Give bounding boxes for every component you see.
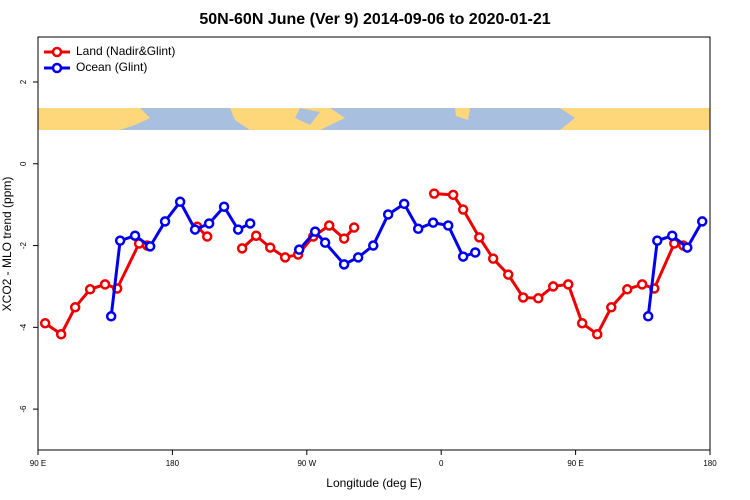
- point: [682, 242, 693, 253]
- point: [69, 302, 81, 313]
- point: [666, 230, 678, 241]
- y-tick-label: 2: [19, 79, 28, 84]
- point: [428, 188, 440, 199]
- point: [696, 216, 708, 227]
- point: [576, 317, 588, 329]
- series-line: [109, 199, 704, 317]
- point: [309, 226, 321, 237]
- point: [250, 230, 262, 241]
- point: [622, 284, 633, 295]
- plot-frame: [37, 36, 711, 451]
- point: [174, 196, 186, 208]
- map-band: [38, 108, 710, 130]
- x-tick-label: 180: [703, 459, 717, 468]
- point: [469, 247, 481, 258]
- point: [457, 251, 469, 262]
- point: [99, 279, 111, 290]
- point: [447, 189, 459, 201]
- point: [338, 259, 350, 270]
- point: [636, 279, 648, 290]
- point: [55, 329, 67, 340]
- point: [236, 243, 248, 254]
- point: [279, 252, 291, 263]
- point: [319, 237, 331, 248]
- x-tick-label: 90 W: [297, 459, 316, 468]
- point: [592, 329, 603, 340]
- x-tick-label: 180: [166, 459, 180, 468]
- y-tick-label: -4: [19, 323, 28, 331]
- point: [398, 198, 410, 210]
- x-tick-label: 90 E: [567, 459, 583, 468]
- point: [487, 253, 499, 264]
- point: [338, 233, 350, 244]
- point: [533, 293, 544, 304]
- point: [159, 216, 171, 227]
- series-line: [44, 192, 684, 337]
- point: [105, 311, 117, 322]
- point: [412, 223, 424, 235]
- chart-title: 50N-60N June (Ver 9) 2014-09-06 to 2020-…: [199, 11, 550, 28]
- point: [606, 302, 617, 313]
- y-axis-label: XCO2 - MLO trend (ppm): [0, 177, 14, 312]
- point: [442, 220, 454, 231]
- point: [563, 279, 574, 290]
- x-tick-label: 90 E: [30, 459, 46, 468]
- point: [84, 284, 96, 295]
- legend-marker: [51, 62, 63, 74]
- point: [457, 204, 469, 215]
- x-axis-label: Longitude (deg E): [326, 476, 421, 490]
- point: [203, 218, 215, 229]
- point: [474, 232, 485, 243]
- point: [264, 242, 276, 253]
- point: [517, 292, 529, 303]
- legend-label: Ocean (Glint): [76, 60, 147, 74]
- point: [503, 269, 514, 280]
- y-tick-label: -6: [19, 405, 28, 413]
- legend-marker: [51, 46, 63, 58]
- point: [427, 217, 439, 228]
- point: [352, 252, 364, 263]
- x-tick-label: 0: [439, 459, 444, 468]
- point: [293, 244, 305, 255]
- point: [642, 311, 654, 322]
- point: [244, 218, 256, 229]
- y-tick-label: -2: [19, 241, 28, 249]
- point: [189, 224, 201, 235]
- point: [368, 240, 379, 251]
- point: [218, 201, 230, 212]
- y-tick-label: 0: [19, 161, 28, 166]
- point: [129, 230, 141, 241]
- legend-label: Land (Nadir&Glint): [76, 44, 175, 58]
- point: [348, 222, 360, 233]
- point: [39, 317, 51, 329]
- point: [323, 220, 335, 231]
- point: [382, 209, 394, 220]
- point: [547, 281, 559, 292]
- point: [114, 235, 126, 246]
- point: [144, 241, 156, 252]
- point: [232, 224, 244, 235]
- point: [201, 231, 213, 242]
- point: [652, 235, 663, 246]
